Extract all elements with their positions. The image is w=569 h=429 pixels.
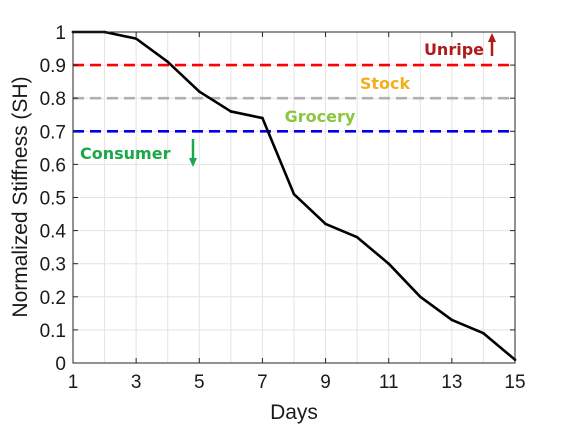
- y-axis-ticks: 0 0.1 0.2 0.3 0.4 0.5 0.6 0.7 0.8 0.9 1: [40, 23, 515, 375]
- annotation-unripe: Unripe: [424, 40, 484, 59]
- y-tick-label: 0: [55, 354, 66, 375]
- series-point: [134, 37, 138, 40]
- y-tick-label: 0.5: [40, 189, 66, 210]
- y-tick-label: 0.7: [40, 122, 66, 143]
- data-series: [71, 30, 517, 361]
- x-tick-label: 13: [441, 372, 462, 393]
- y-tick-label: 0.1: [40, 321, 66, 342]
- series-point: [387, 262, 391, 266]
- arrow-down-icon-head: [189, 158, 197, 167]
- annotation-consumer: Consumer: [80, 144, 171, 163]
- series-point: [292, 192, 296, 196]
- y-tick-label: 0.4: [40, 222, 67, 243]
- annotation-grocery: Grocery: [285, 107, 356, 126]
- arrow-up-icon-head: [488, 33, 496, 42]
- x-axis-label: Days: [270, 401, 318, 424]
- x-tick-label: 3: [131, 372, 142, 393]
- series-point: [324, 222, 327, 226]
- series-point: [418, 295, 422, 299]
- y-axis-label: Normalized Stiffness (SH): [9, 76, 32, 317]
- series-point: [261, 116, 264, 120]
- x-tick-label: 15: [504, 372, 525, 393]
- series-point: [229, 110, 233, 113]
- y-tick-label: 0.3: [40, 255, 66, 276]
- y-tick-label: 1: [55, 23, 66, 44]
- series-point: [166, 60, 170, 64]
- series-point: [197, 90, 201, 93]
- y-tick-label: 0.8: [40, 89, 66, 110]
- y-tick-label: 0.9: [40, 56, 66, 77]
- x-tick-label: 7: [257, 372, 268, 393]
- x-tick-label: 1: [68, 372, 79, 393]
- y-tick-label: 0.6: [40, 155, 66, 176]
- annotation-stock: Stock: [360, 74, 411, 93]
- x-tick-label: 11: [379, 372, 399, 393]
- y-tick-label: 0.2: [40, 288, 66, 309]
- x-tick-label: 5: [194, 372, 205, 393]
- x-tick-label: 9: [320, 372, 331, 393]
- x-axis-ticks: 1 3 5 7 9 11 13 15: [68, 32, 526, 393]
- series-point: [482, 331, 485, 335]
- series-point: [450, 318, 454, 322]
- threshold-lines: [73, 63, 515, 133]
- series-point: [355, 235, 359, 239]
